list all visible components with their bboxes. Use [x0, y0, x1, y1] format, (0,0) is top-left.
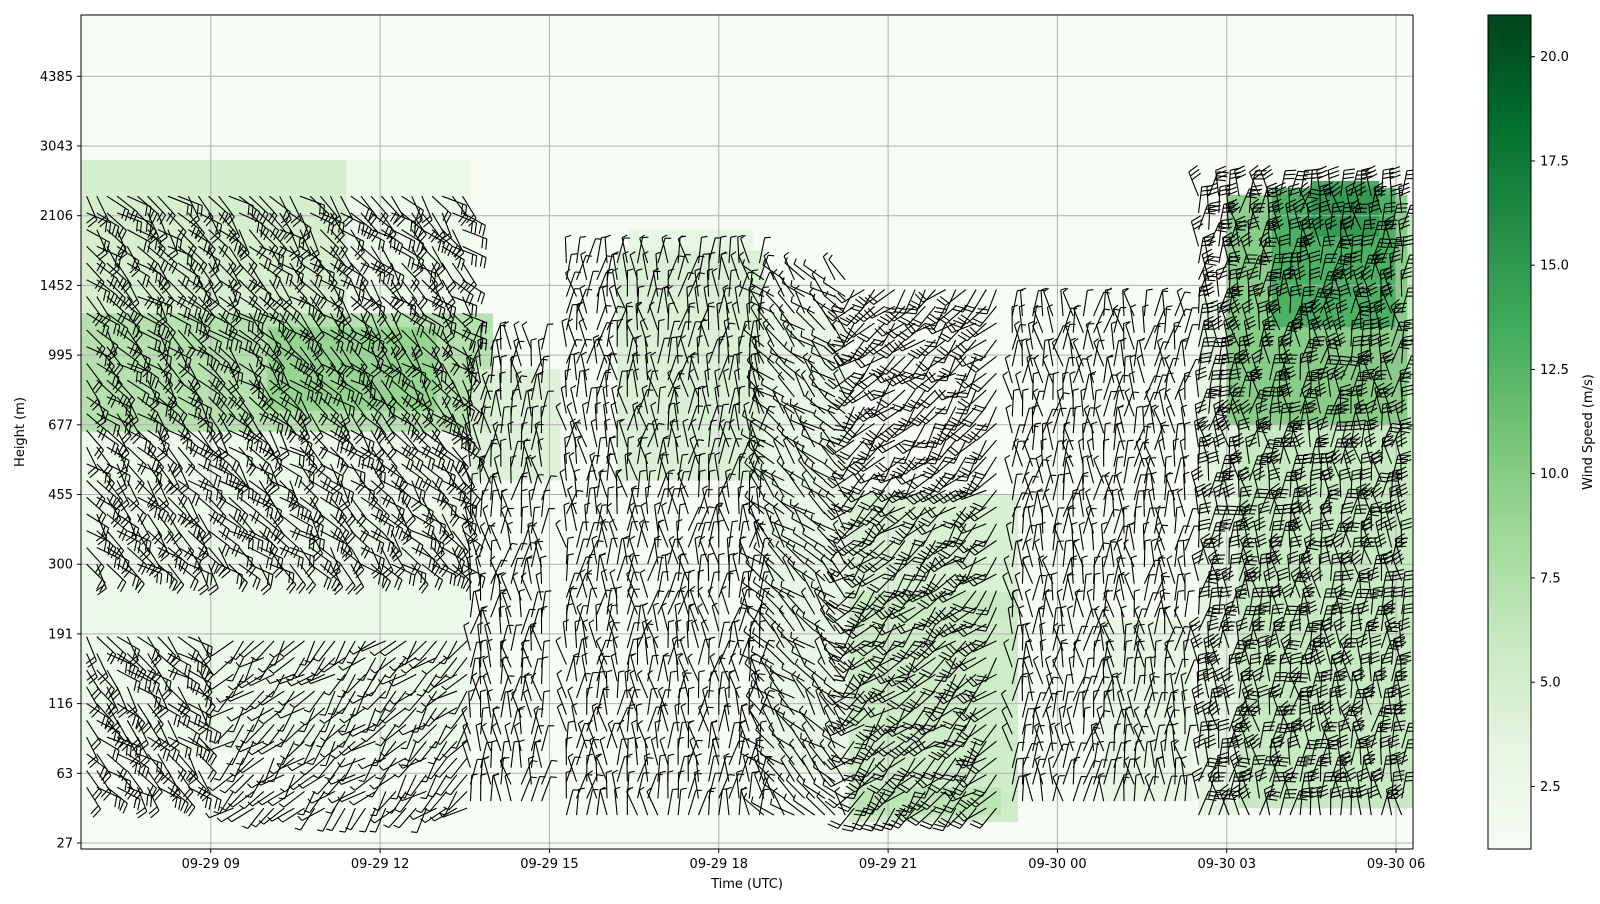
barb-flag [411, 832, 417, 833]
barb-flag [299, 664, 305, 665]
barb-flag [269, 665, 275, 666]
barb-flag [319, 731, 325, 732]
barb-flag [350, 715, 356, 716]
barb-flag [259, 782, 265, 783]
barb-flag [279, 798, 285, 799]
barb-flag [320, 765, 326, 766]
barb-flag [371, 765, 377, 766]
barb-flag [361, 732, 367, 733]
barb-flag [401, 748, 407, 749]
barb-staff [481, 324, 482, 350]
barb-flag [370, 815, 376, 816]
barb-flag [485, 407, 491, 408]
barb-staff [481, 608, 482, 634]
barb-flag [239, 681, 245, 682]
speed-cell [628, 230, 752, 251]
barb-flag [411, 732, 417, 733]
barb-flag [401, 765, 407, 766]
barb-flag [391, 798, 397, 799]
barb-flag [319, 714, 325, 715]
